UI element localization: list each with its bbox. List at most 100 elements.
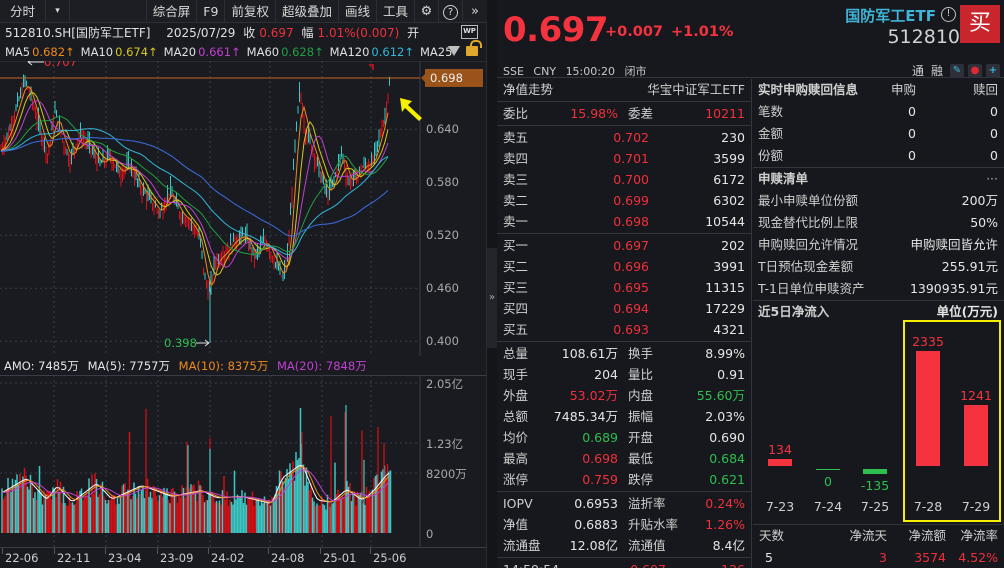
ask-price[interactable]: 0.699 <box>613 193 649 208</box>
dropdown-icon[interactable]: ▾ <box>46 0 71 23</box>
nav-trend-label[interactable]: 净值走势 <box>503 82 554 97</box>
inflow-bar[interactable] <box>863 469 887 474</box>
double-chevron-right-icon[interactable]: » <box>471 3 479 19</box>
inflow-bar[interactable] <box>768 459 792 466</box>
bell-icon[interactable]: ● <box>968 63 982 78</box>
stat-label: 溢折率 <box>628 496 666 511</box>
toolbar-super-overlay[interactable]: 超级叠加 <box>276 0 339 23</box>
buy-button[interactable]: 买 <box>960 5 1000 43</box>
stat-row: 流通盘 12.08亿 流通值 8.4亿 <box>497 535 751 556</box>
ask-levels: 卖五 0.702 230 卖四 0.701 3599 卖三 0.700 6172 卖二 0.699 6… <box>497 127 751 232</box>
stat-row: 总额 7485.34万 振幅 2.03% <box>497 406 751 427</box>
info-icon[interactable]: ! <box>941 7 956 22</box>
divider <box>753 300 1004 301</box>
trade-volume: 126 <box>721 559 745 568</box>
inflow-value-label: 2335 <box>912 334 944 349</box>
toolbar-tools[interactable]: 工具 <box>377 0 415 23</box>
bid-price[interactable]: 0.697 <box>613 238 649 253</box>
weibi-value: 15.98% <box>570 106 618 121</box>
tick-trades[interactable]: 14:59:540.69712614:59:570.69768 <box>497 559 751 568</box>
stat-row: 均价 0.689 开盘 0.690 <box>497 427 751 448</box>
bid-price[interactable]: 0.696 <box>613 259 649 274</box>
ask-level[interactable]: 卖五 0.702 230 <box>497 127 751 148</box>
cr-col-redeem: 赎回 <box>972 82 998 97</box>
inflow-bar[interactable] <box>916 351 940 466</box>
help-icon[interactable]: ? <box>439 0 463 23</box>
toolbar-f9[interactable]: F9 <box>197 0 226 23</box>
ask-level[interactable]: 卖四 0.701 3599 <box>497 148 751 169</box>
tag-stock-connect[interactable]: 通 <box>911 64 924 78</box>
stat-value: 8.4亿 <box>712 538 745 553</box>
bid-label: 买四 <box>503 301 529 316</box>
inflow-date-label: 7-25 <box>860 499 890 514</box>
ma-value: 0.628↑ <box>281 45 324 59</box>
inflow-date-label: 7-28 <box>913 499 943 514</box>
bid-level[interactable]: 买三 0.695 11315 <box>497 277 751 298</box>
cr-list-header: 申赎清单 ··· <box>753 168 1004 190</box>
divider <box>497 101 751 102</box>
ask-level[interactable]: 卖三 0.700 6172 <box>497 169 751 190</box>
cr-list-label: 申购赎回允许情况 <box>758 237 859 252</box>
price-kline-chart[interactable]: 0.640 0.580 0.520 0.460 0.400 0.698 0.707 0.398 <box>0 61 487 356</box>
ask-price[interactable]: 0.702 <box>613 130 649 145</box>
ask-price[interactable]: 0.701 <box>613 151 649 166</box>
stat-label: 量比 <box>628 367 654 382</box>
stat-label: 换手 <box>628 346 654 361</box>
plus-icon[interactable]: + <box>986 63 1000 78</box>
cr-list: 最小申赎单位份额 200万 现金替代比例上限 50% 申购赎回允许情况 申购赎回皆允许 T日… <box>753 190 1004 300</box>
tick-mark <box>370 548 371 554</box>
triangle-down-icon[interactable] <box>448 46 460 56</box>
panel-splitter[interactable]: » <box>487 0 497 568</box>
ask-price[interactable]: 0.700 <box>613 172 649 187</box>
quote-panel: 0.697 +0.007 +1.01% 国防军工ETF ! 512810 买 S… <box>497 0 1004 568</box>
date-tick: 22-11 <box>57 551 91 565</box>
ask-level[interactable]: 卖一 0.698 10544 <box>497 211 751 232</box>
market-status: 闭市 <box>624 65 647 78</box>
toolbar-forward-adjust[interactable]: 前复权 <box>225 0 276 23</box>
cr-redeem-value: 0 <box>990 104 998 119</box>
bid-level[interactable]: 买五 0.693 4321 <box>497 319 751 340</box>
nav-trend-row[interactable]: 净值走势 华宝中证军工ETF <box>497 79 751 100</box>
gear-icon[interactable]: ⚙ <box>415 0 439 23</box>
chart-date: 2025/07/29 <box>166 26 236 40</box>
stat-value: 8.99% <box>705 346 745 361</box>
trade-price: 0.697 <box>630 559 666 568</box>
inflow-bar[interactable] <box>816 469 840 470</box>
ma-label: MA5 <box>5 45 31 59</box>
amount-volume-chart[interactable]: 2.05亿 1.23亿 8200万 0 <box>0 375 487 547</box>
ask-level[interactable]: 卖二 0.699 6302 <box>497 190 751 211</box>
pencil-icon[interactable]: ✎ <box>950 63 964 78</box>
toolbar-composite-screen[interactable]: 综合屏 <box>147 0 198 23</box>
ask-volume: 10544 <box>705 214 745 229</box>
period-selector[interactable]: 分时 <box>0 0 47 23</box>
bid-price[interactable]: 0.695 <box>613 280 649 295</box>
inflow-bar[interactable] <box>964 404 988 466</box>
ask-price[interactable]: 0.698 <box>613 214 649 229</box>
stat-label: 涨停 <box>503 472 529 487</box>
change-value: 1.01%(0.007) <box>317 26 400 40</box>
currency: CNY <box>533 65 557 78</box>
trade-time: 14:59:54 <box>503 559 559 568</box>
toolbar-draw-line[interactable]: 画线 <box>339 0 377 23</box>
bid-level[interactable]: 买一 0.697 202 <box>497 235 751 256</box>
ma-label: MA60 <box>246 45 280 59</box>
ask-volume: 6172 <box>713 172 745 187</box>
summary-days-label: 天数 <box>759 528 785 543</box>
cr-subscribe-value: 0 <box>908 126 916 141</box>
bid-level[interactable]: 买二 0.696 3991 <box>497 256 751 277</box>
bid-level[interactable]: 买四 0.694 17229 <box>497 298 751 319</box>
ma-label: MA25 <box>419 45 453 59</box>
lock-icon[interactable] <box>466 40 482 56</box>
tag-margin[interactable]: 融 <box>930 64 943 78</box>
bid-price[interactable]: 0.694 <box>613 301 649 316</box>
amount-tick: 8200万 <box>426 467 467 481</box>
amount-tick: 0 <box>426 527 433 541</box>
cr-title: 实时申购赎回信息 <box>758 82 859 97</box>
date-tick: 22-06 <box>5 551 39 565</box>
summary-amount-label: 净流额 <box>908 528 946 543</box>
bid-price[interactable]: 0.693 <box>613 322 649 337</box>
expand-panel-icon[interactable]: » <box>487 248 497 348</box>
exchange: SSE <box>503 65 524 78</box>
more-icon[interactable]: ··· <box>986 171 998 186</box>
wp-icon[interactable]: WP <box>461 25 478 39</box>
